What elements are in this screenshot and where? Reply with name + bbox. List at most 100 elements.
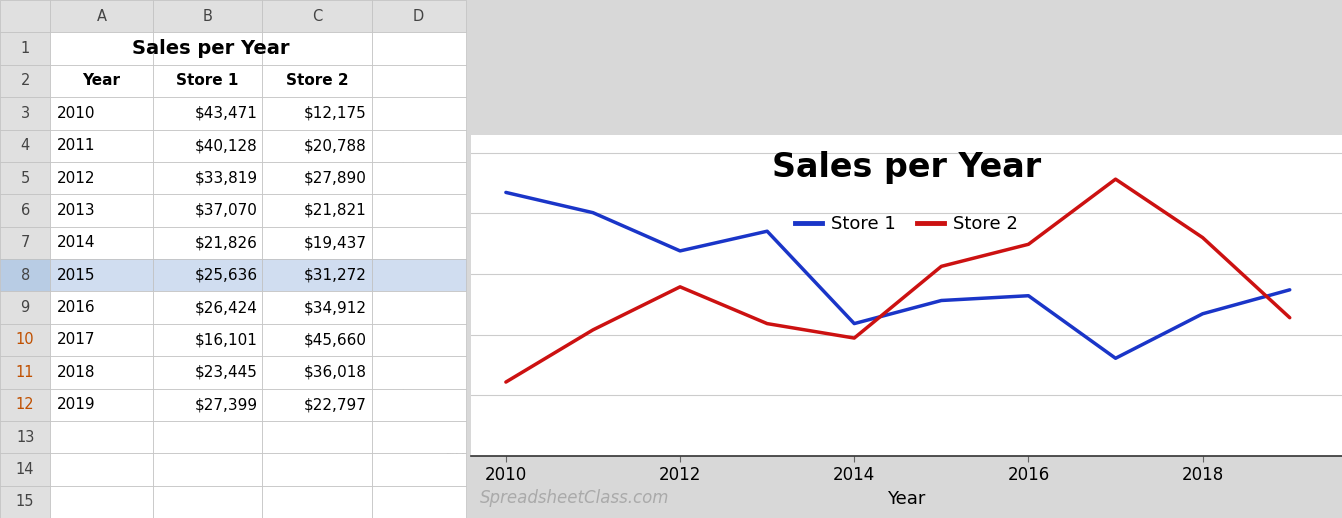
Text: $20,788: $20,788 [305,138,366,153]
FancyBboxPatch shape [372,486,466,518]
FancyBboxPatch shape [0,259,50,291]
FancyBboxPatch shape [50,32,153,65]
FancyBboxPatch shape [153,97,262,130]
FancyBboxPatch shape [372,324,466,356]
FancyBboxPatch shape [50,453,153,486]
FancyBboxPatch shape [50,356,153,388]
FancyBboxPatch shape [0,421,50,453]
FancyBboxPatch shape [153,162,262,194]
FancyBboxPatch shape [262,130,372,162]
Text: 2015: 2015 [58,268,95,283]
Text: 2010: 2010 [58,106,95,121]
FancyBboxPatch shape [0,97,50,130]
FancyBboxPatch shape [262,356,372,388]
FancyBboxPatch shape [372,356,466,388]
FancyBboxPatch shape [50,259,153,291]
Text: $31,272: $31,272 [305,268,366,283]
FancyBboxPatch shape [262,324,372,356]
FancyBboxPatch shape [0,356,50,388]
FancyBboxPatch shape [153,324,262,356]
Text: $40,128: $40,128 [195,138,258,153]
FancyBboxPatch shape [153,453,262,486]
Text: 5: 5 [20,170,30,185]
FancyBboxPatch shape [0,0,50,32]
FancyBboxPatch shape [372,32,466,65]
Text: Sales per Year: Sales per Year [772,151,1041,184]
Text: 2017: 2017 [58,333,95,348]
Text: SpreadsheetClass.com: SpreadsheetClass.com [479,489,670,507]
FancyBboxPatch shape [0,291,50,324]
Text: 12: 12 [16,397,35,412]
FancyBboxPatch shape [0,194,50,227]
X-axis label: Year: Year [887,490,926,508]
Text: 2011: 2011 [58,138,95,153]
FancyBboxPatch shape [372,227,466,259]
FancyBboxPatch shape [262,0,372,32]
Text: 2019: 2019 [58,397,95,412]
FancyBboxPatch shape [50,97,153,130]
FancyBboxPatch shape [372,291,466,324]
FancyBboxPatch shape [0,130,50,162]
FancyBboxPatch shape [50,0,153,32]
Text: $34,912: $34,912 [303,300,366,315]
Text: 13: 13 [16,429,35,444]
FancyBboxPatch shape [372,259,466,291]
Text: 2013: 2013 [58,203,95,218]
Text: $19,437: $19,437 [303,235,366,250]
Text: 9: 9 [20,300,30,315]
Text: 2014: 2014 [58,235,95,250]
FancyBboxPatch shape [0,486,50,518]
Text: $27,890: $27,890 [305,170,366,185]
FancyBboxPatch shape [50,65,153,97]
Text: 1: 1 [20,41,30,56]
Text: $21,821: $21,821 [305,203,366,218]
FancyBboxPatch shape [153,65,262,97]
FancyBboxPatch shape [153,486,262,518]
FancyBboxPatch shape [372,130,466,162]
FancyBboxPatch shape [50,324,153,356]
Text: $43,471: $43,471 [195,106,258,121]
Text: 7: 7 [20,235,30,250]
FancyBboxPatch shape [0,32,50,65]
Text: Store 1: Store 1 [176,74,239,89]
FancyBboxPatch shape [262,453,372,486]
Text: $37,070: $37,070 [195,203,258,218]
FancyBboxPatch shape [153,421,262,453]
Text: 4: 4 [20,138,30,153]
FancyBboxPatch shape [262,194,372,227]
FancyBboxPatch shape [0,227,50,259]
FancyBboxPatch shape [372,194,466,227]
Text: 2016: 2016 [58,300,95,315]
FancyBboxPatch shape [372,97,466,130]
FancyBboxPatch shape [153,32,262,65]
Text: 11: 11 [16,365,35,380]
FancyBboxPatch shape [50,421,153,453]
Text: 2: 2 [20,74,30,89]
FancyBboxPatch shape [153,130,262,162]
FancyBboxPatch shape [50,291,153,324]
FancyBboxPatch shape [50,486,153,518]
Text: $36,018: $36,018 [303,365,366,380]
FancyBboxPatch shape [262,388,372,421]
Text: 8: 8 [20,268,30,283]
FancyBboxPatch shape [50,194,153,227]
FancyBboxPatch shape [372,388,466,421]
FancyBboxPatch shape [262,65,372,97]
Text: Store 2: Store 2 [286,74,348,89]
FancyBboxPatch shape [372,162,466,194]
Text: $25,636: $25,636 [195,268,258,283]
FancyBboxPatch shape [0,453,50,486]
FancyBboxPatch shape [0,65,50,97]
FancyBboxPatch shape [262,291,372,324]
FancyBboxPatch shape [372,65,466,97]
FancyBboxPatch shape [153,194,262,227]
Text: C: C [311,9,322,24]
FancyBboxPatch shape [262,259,372,291]
FancyBboxPatch shape [153,259,262,291]
Text: D: D [413,9,424,24]
FancyBboxPatch shape [262,97,372,130]
FancyBboxPatch shape [153,227,262,259]
Text: 3: 3 [20,106,30,121]
Legend: Store 1, Store 2: Store 1, Store 2 [788,208,1025,240]
FancyBboxPatch shape [153,291,262,324]
